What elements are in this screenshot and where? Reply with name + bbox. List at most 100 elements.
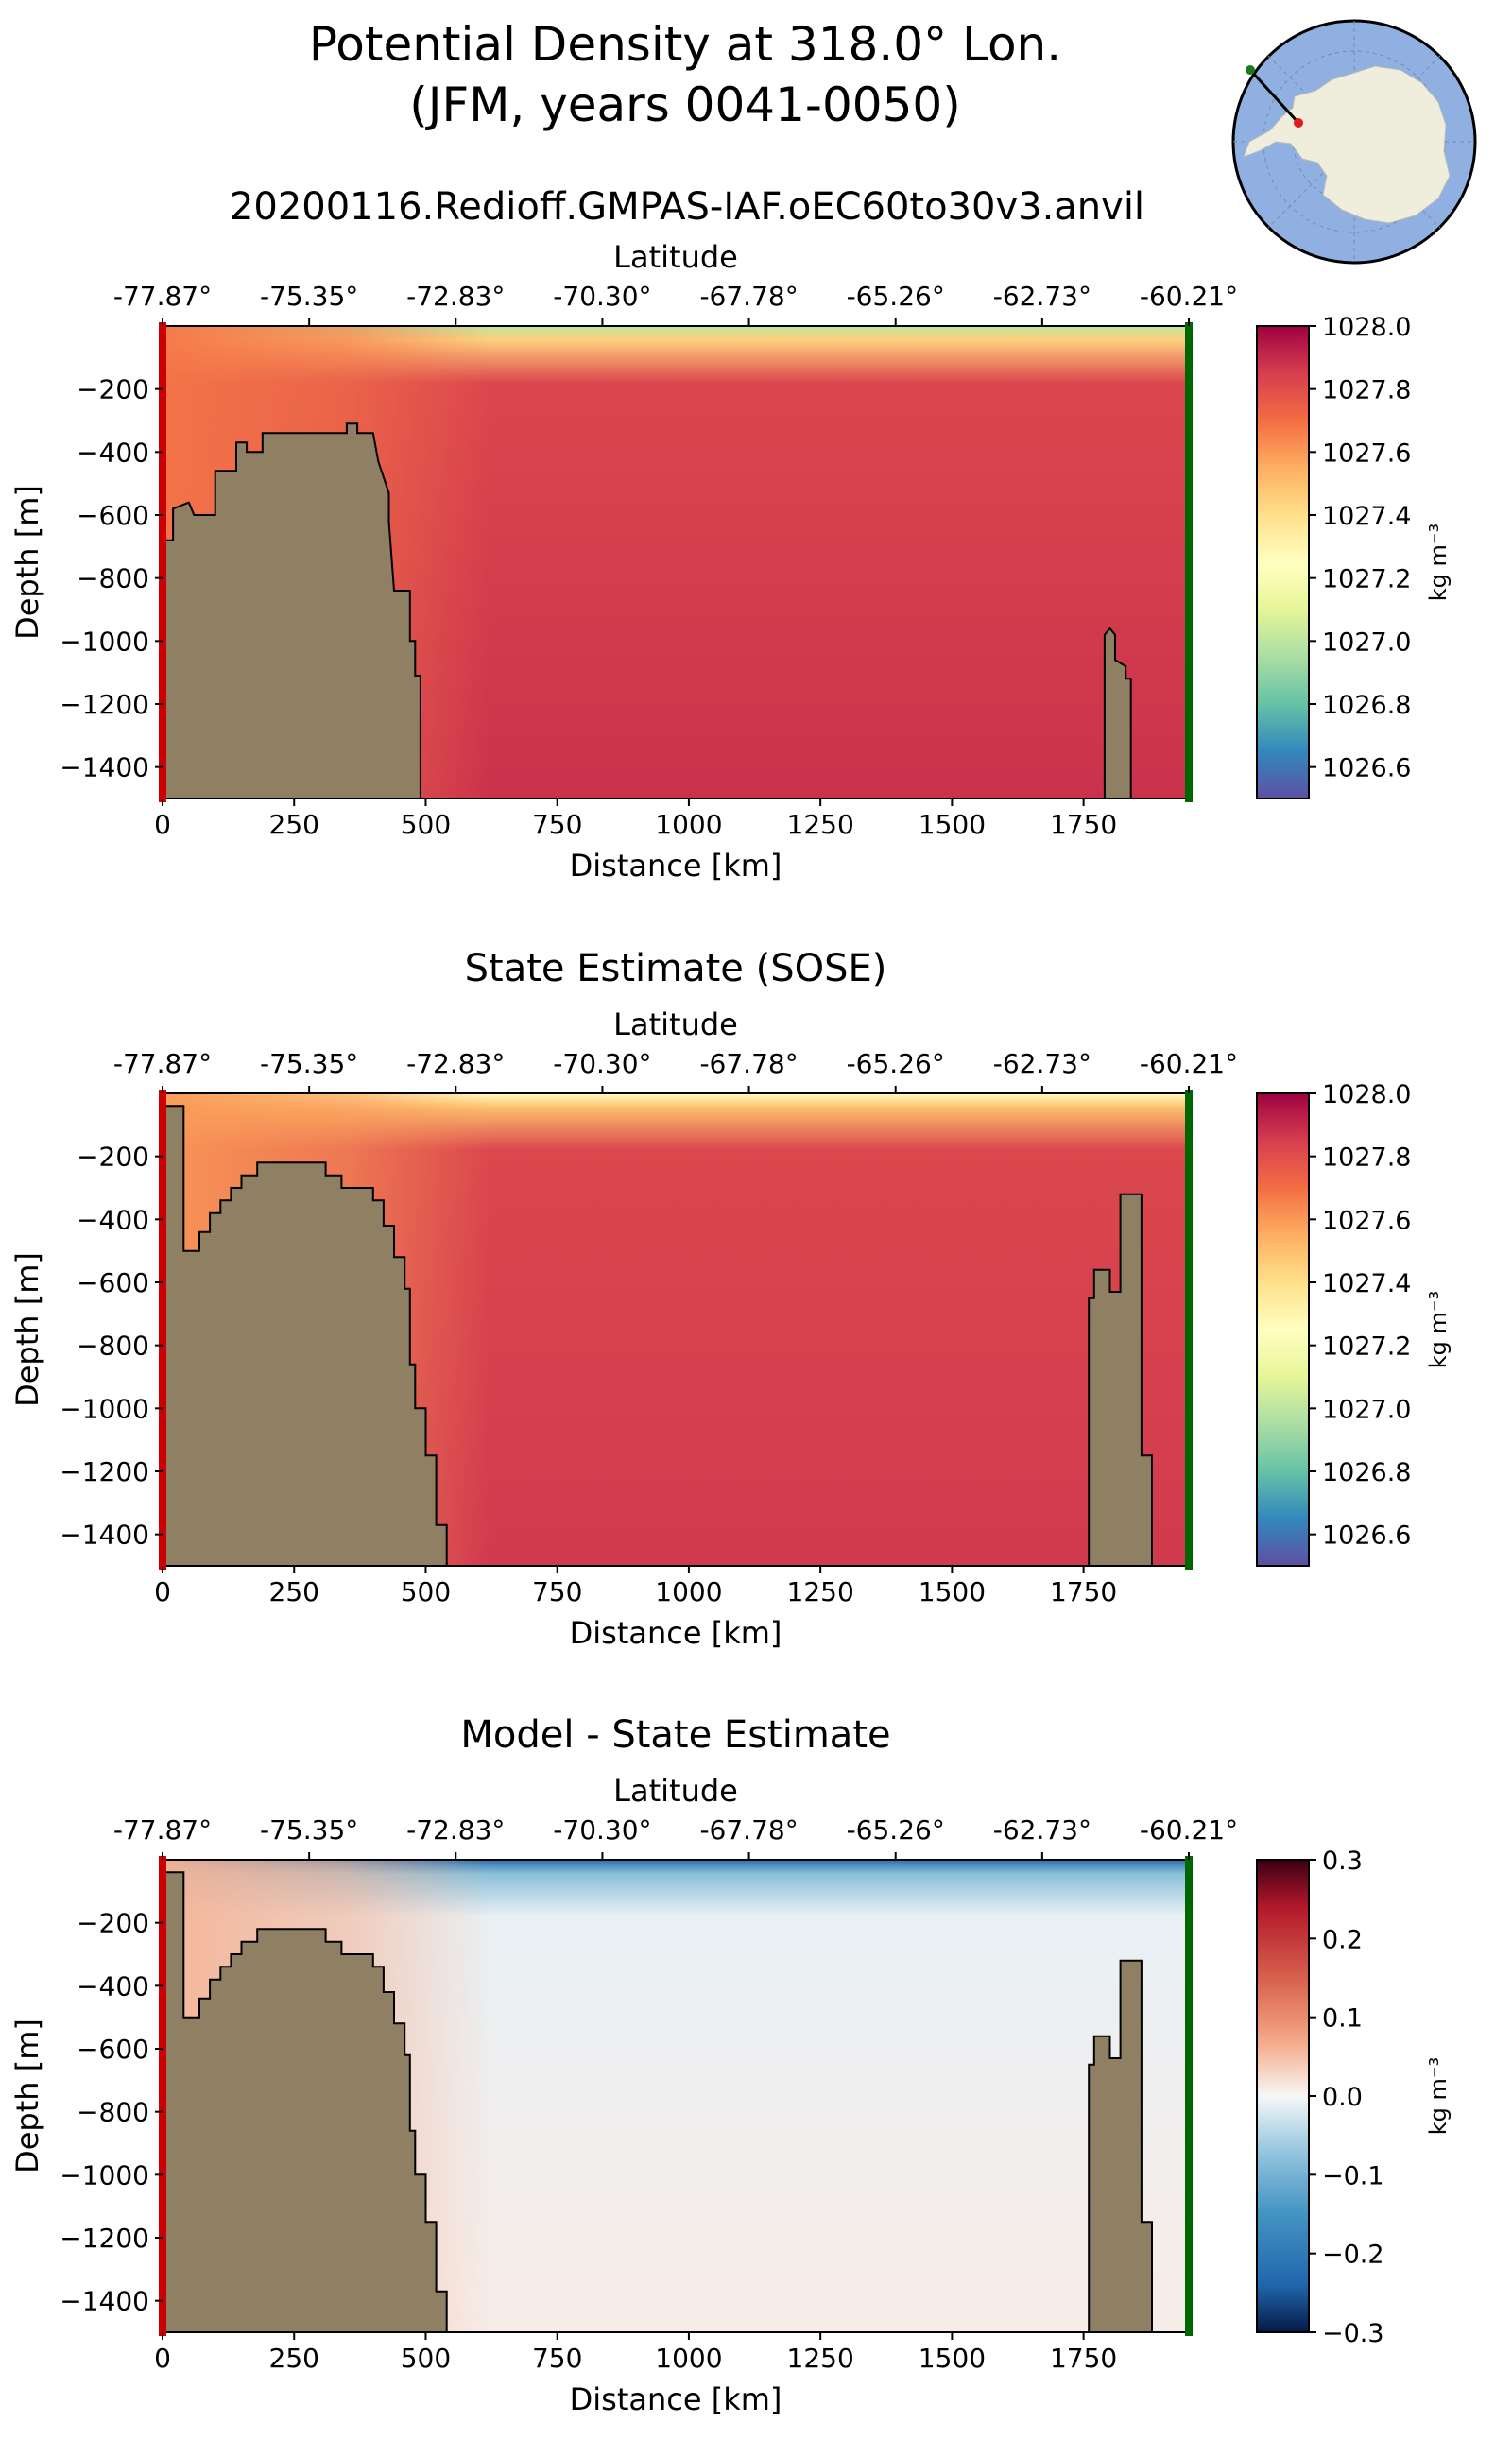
x-tick-label: 750 bbox=[532, 1576, 582, 1607]
top-tick-label: -60.21° bbox=[1140, 1814, 1238, 1846]
top-tick-label: -62.73° bbox=[993, 1814, 1091, 1846]
colorbar-tick-label: 1026.6 bbox=[1322, 754, 1411, 783]
x-tick-label: 1250 bbox=[787, 2343, 854, 2374]
top-tick-label: -60.21° bbox=[1140, 1048, 1238, 1079]
x-tick-label: 1000 bbox=[655, 1576, 722, 1607]
y-tick-label: −1400 bbox=[60, 1520, 149, 1551]
y-tick-label: −400 bbox=[77, 1970, 149, 2002]
colorbar-tick-label: −0.1 bbox=[1322, 2161, 1384, 2191]
x-tick-label: 1750 bbox=[1050, 2343, 1117, 2374]
y-axis-label: Depth [m] bbox=[9, 1252, 45, 1407]
x-tick-label: 1000 bbox=[655, 809, 722, 840]
x-tick-label: 0 bbox=[154, 1576, 171, 1607]
top-axis-label: Latitude bbox=[613, 239, 738, 275]
y-tick-label: −1000 bbox=[60, 2159, 149, 2191]
top-tick-label: -62.73° bbox=[993, 281, 1091, 312]
top-tick-label: -60.21° bbox=[1140, 281, 1238, 312]
x-tick-label: 750 bbox=[532, 2343, 582, 2374]
figure-title-line1: Potential Density at 318.0° Lon. bbox=[309, 17, 1061, 72]
top-tick-label: -72.83° bbox=[406, 1048, 505, 1079]
colorbar-tick-label: 1027.2 bbox=[1322, 1332, 1411, 1362]
bathymetry bbox=[163, 1872, 1189, 2332]
x-tick-label: 1750 bbox=[1050, 1576, 1117, 1607]
bathymetry bbox=[163, 423, 1189, 799]
colorbar-tick-label: 1026.6 bbox=[1322, 1521, 1411, 1551]
y-tick-label: −800 bbox=[77, 1331, 149, 1362]
x-tick-label: 1250 bbox=[787, 809, 854, 840]
top-tick-label: -65.26° bbox=[847, 281, 945, 312]
colorbar-tick-label: 1027.6 bbox=[1322, 1206, 1411, 1235]
y-tick-label: −1400 bbox=[60, 752, 149, 783]
colorbar-tick-label: 1027.8 bbox=[1322, 376, 1411, 405]
colorbar-tick-label: 1027.4 bbox=[1322, 1269, 1411, 1298]
colorbar-tick-label: 0.3 bbox=[1322, 1847, 1363, 1876]
colorbar-tick-label: 1026.8 bbox=[1322, 691, 1411, 720]
figure-title-line2: (JFM, years 0041-0050) bbox=[409, 77, 960, 132]
x-tick-label: 1500 bbox=[919, 809, 986, 840]
top-axis-label: Latitude bbox=[613, 1773, 738, 1809]
x-tick-label: 500 bbox=[401, 1576, 451, 1607]
top-axis-label: Latitude bbox=[613, 1006, 738, 1042]
y-axis-label: Depth [m] bbox=[9, 2019, 45, 2174]
y-axis-label: Depth [m] bbox=[9, 485, 45, 640]
x-tick-label: 1750 bbox=[1050, 809, 1117, 840]
colorbar-tick-label: 1027.6 bbox=[1322, 438, 1411, 468]
top-tick-label: -65.26° bbox=[847, 1814, 945, 1846]
top-tick-label: -67.78° bbox=[699, 1814, 798, 1846]
colorbar-tick-label: 1026.8 bbox=[1322, 1458, 1411, 1487]
x-tick-label: 250 bbox=[269, 809, 319, 840]
y-tick-label: −800 bbox=[77, 563, 149, 594]
top-tick-label: -65.26° bbox=[847, 1048, 945, 1079]
top-tick-label: -62.73° bbox=[993, 1048, 1091, 1079]
y-tick-label: −400 bbox=[77, 437, 149, 468]
colorbar-tick-label: 1027.8 bbox=[1322, 1143, 1411, 1173]
colorbar-tick-label: 0.2 bbox=[1322, 1925, 1363, 1954]
y-tick-label: −200 bbox=[77, 1908, 149, 1939]
y-tick-label: −600 bbox=[77, 2034, 149, 2065]
top-tick-label: -70.30° bbox=[553, 281, 651, 312]
colorbar bbox=[1256, 1859, 1310, 2333]
colorbar-tick-label: 1027.2 bbox=[1322, 565, 1411, 594]
x-tick-label: 1000 bbox=[655, 2343, 722, 2374]
top-tick-label: -72.83° bbox=[406, 1814, 505, 1846]
colorbar-tick-label: 0.0 bbox=[1322, 2083, 1363, 2112]
y-tick-label: −600 bbox=[77, 1267, 149, 1298]
x-tick-label: 500 bbox=[401, 809, 451, 840]
y-tick-label: −1200 bbox=[60, 689, 149, 720]
inset-start-marker bbox=[1294, 118, 1303, 128]
y-tick-label: −1000 bbox=[60, 1393, 149, 1424]
x-tick-label: 250 bbox=[269, 2343, 319, 2374]
top-tick-label: -75.35° bbox=[260, 281, 358, 312]
bathymetry-outline bbox=[163, 1105, 1153, 1567]
colorbar-tick-label: 1027.0 bbox=[1322, 1395, 1411, 1424]
inset-section-line bbox=[1248, 68, 1300, 125]
colorbar-label: kg m⁻³ bbox=[1425, 1291, 1452, 1368]
colorbar-label: kg m⁻³ bbox=[1425, 2057, 1452, 2135]
x-axis-label: Distance [km] bbox=[570, 1615, 782, 1651]
top-tick-label: -77.87° bbox=[113, 1048, 212, 1079]
top-tick-label: -67.78° bbox=[699, 281, 798, 312]
bathymetry-outline bbox=[163, 1871, 1153, 2333]
top-tick-label: -67.78° bbox=[699, 1048, 798, 1079]
antarctica-polar-map-icon bbox=[1231, 19, 1477, 265]
colorbar-tick-label: 1027.4 bbox=[1322, 502, 1411, 531]
colorbar-tick-label: 0.1 bbox=[1322, 2004, 1363, 2034]
y-tick-label: −200 bbox=[77, 1142, 149, 1173]
top-tick-label: -77.87° bbox=[113, 1814, 212, 1846]
panel-2: State Estimate (SOSE) 0 250 500 750 1000 1250 1… bbox=[9, 947, 1452, 1651]
y-tick-label: −400 bbox=[77, 1204, 149, 1235]
inset-end-marker bbox=[1246, 65, 1255, 75]
x-tick-label: 0 bbox=[154, 809, 171, 840]
x-tick-label: 250 bbox=[269, 1576, 319, 1607]
bathymetry-outline bbox=[163, 422, 1132, 799]
colorbar-label: kg m⁻³ bbox=[1425, 524, 1452, 601]
y-tick-label: −800 bbox=[77, 2097, 149, 2128]
x-tick-label: 1500 bbox=[919, 1576, 986, 1607]
bathymetry bbox=[163, 1106, 1189, 1566]
y-tick-label: −1200 bbox=[60, 1456, 149, 1487]
panel-title: State Estimate (SOSE) bbox=[465, 947, 887, 990]
top-tick-label: -70.30° bbox=[553, 1814, 651, 1846]
panel-title: Model - State Estimate bbox=[460, 1713, 890, 1757]
colorbar-tick-label: −0.2 bbox=[1322, 2241, 1384, 2270]
